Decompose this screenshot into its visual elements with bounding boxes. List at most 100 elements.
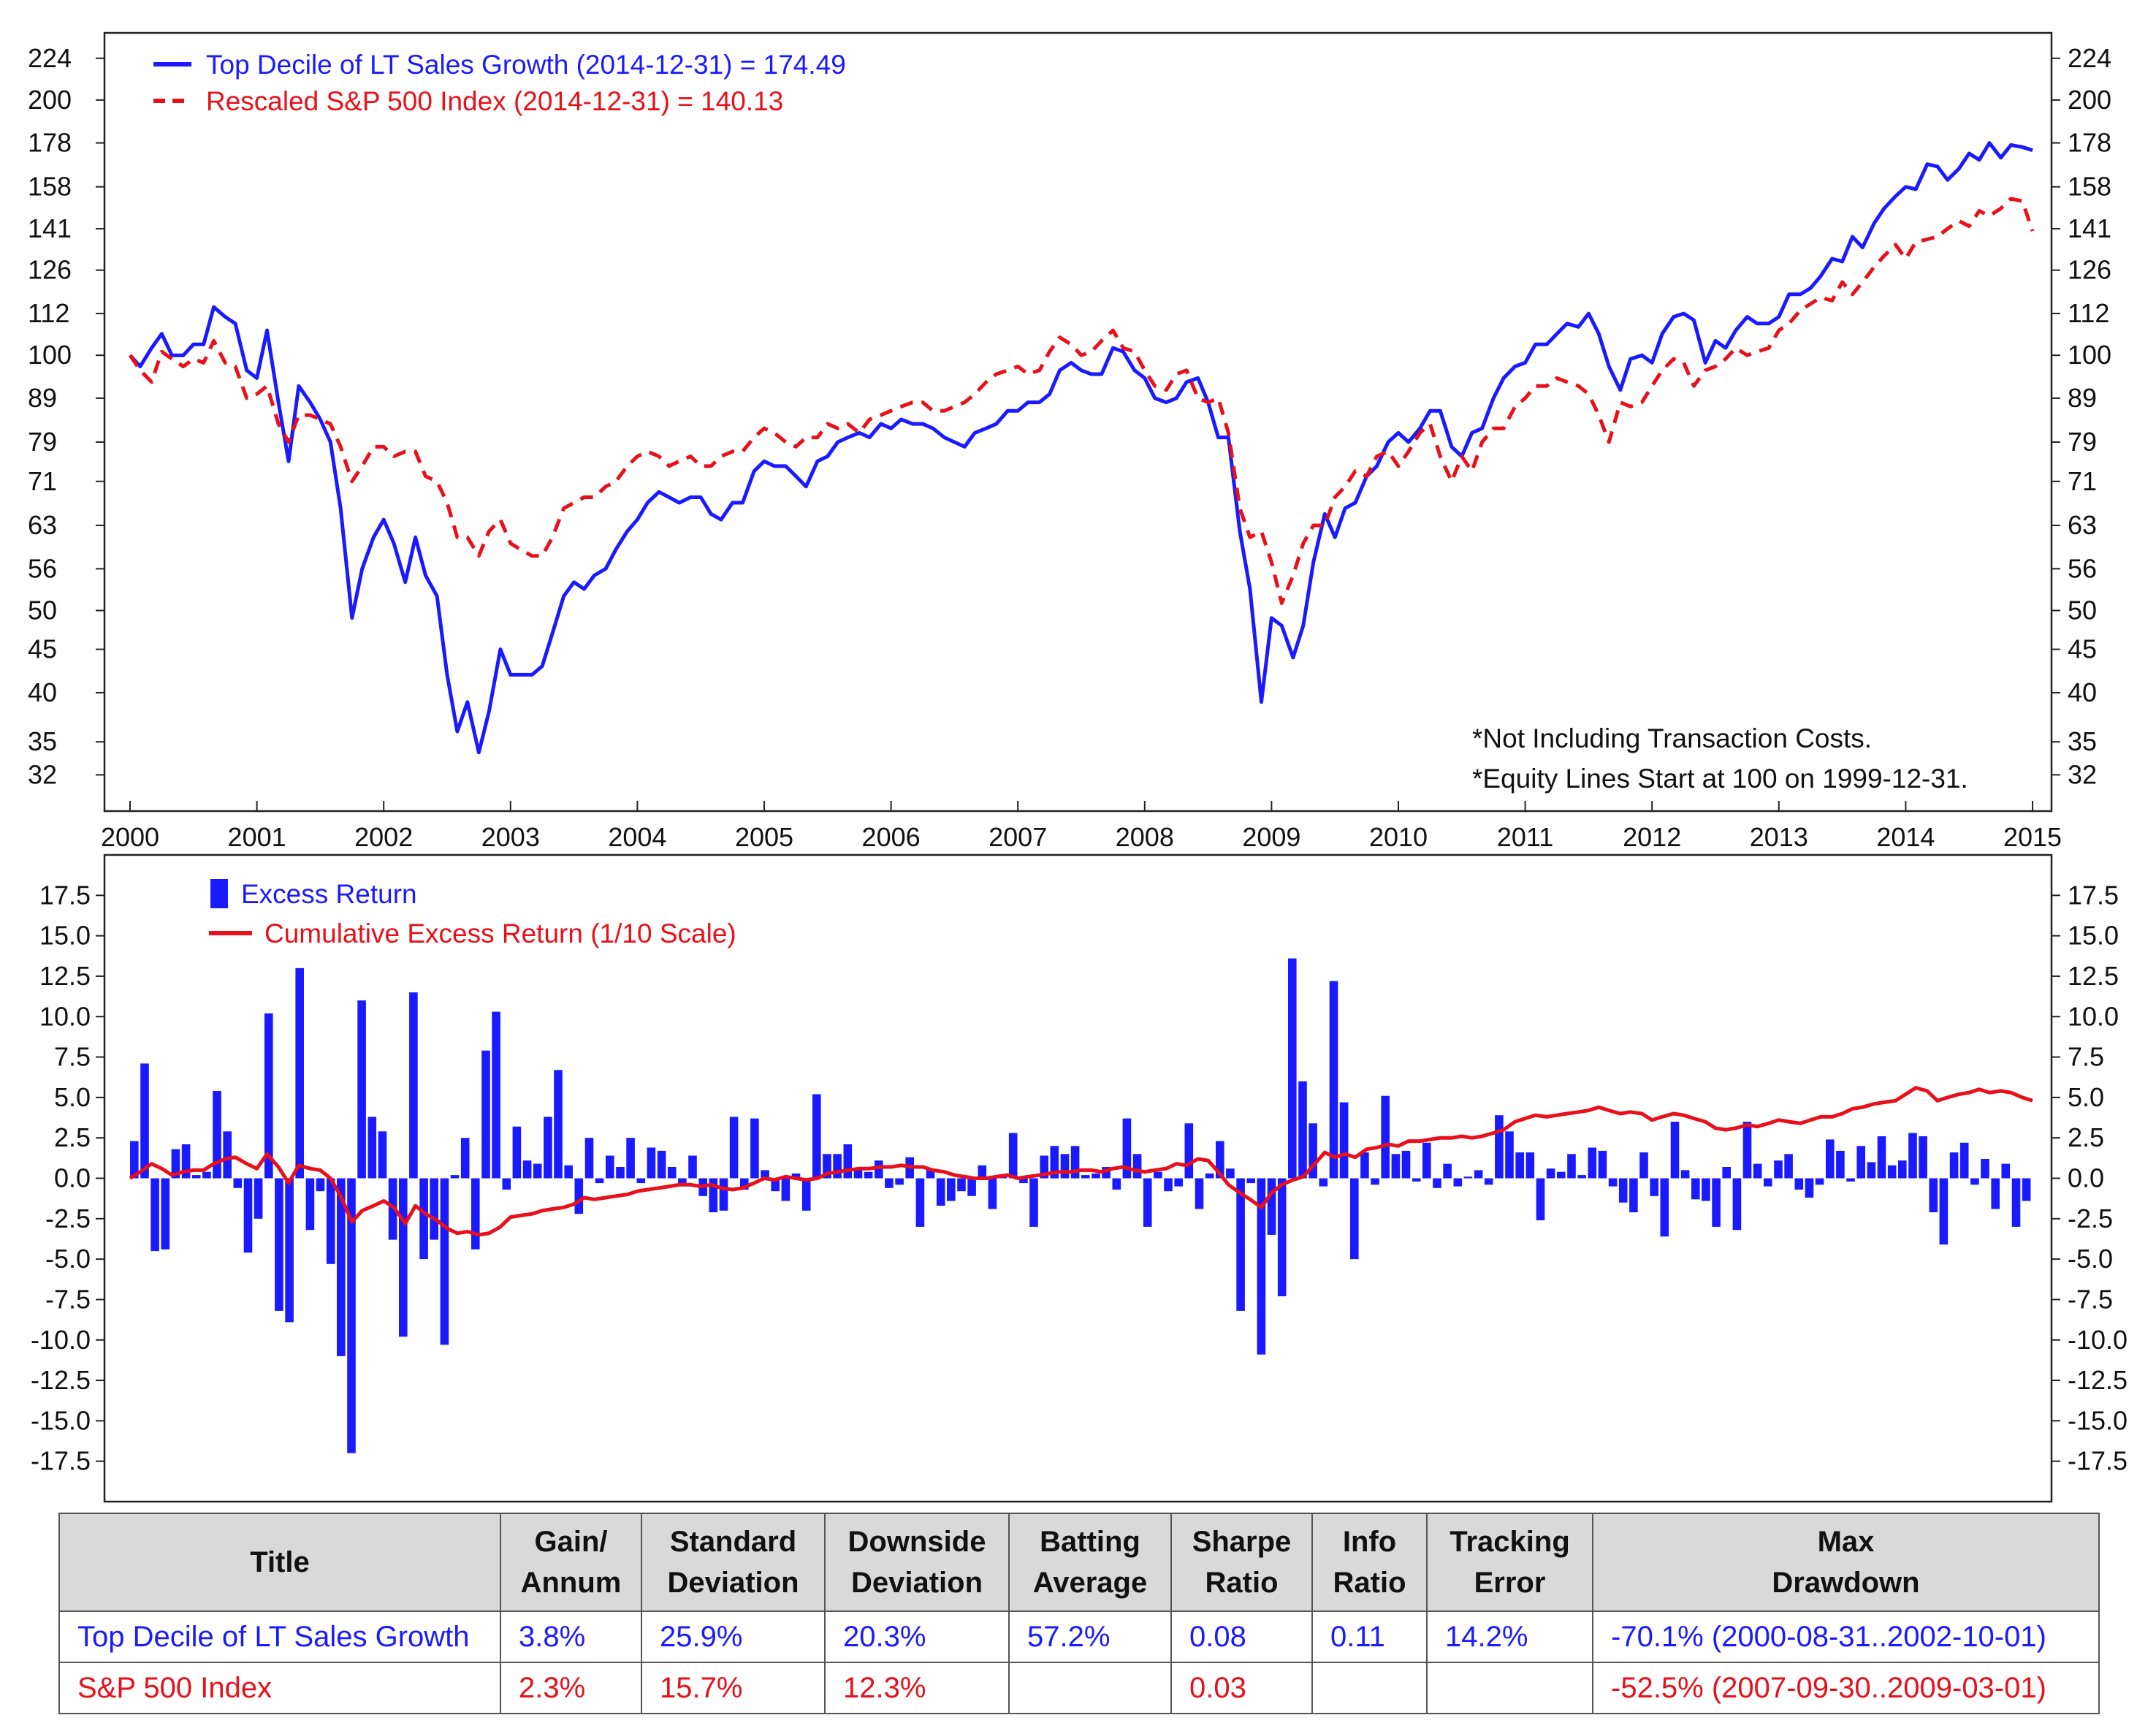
excess-return-bar: [1536, 1178, 1545, 1220]
table-header-row: Title Gain/Annum Standard Deviation Downs…: [58, 1513, 2100, 1612]
excess-return-bar: [1774, 1160, 1783, 1179]
top-legend: Top Decile of LT Sales Growth (2014-12-3…: [153, 50, 846, 116]
table-row: S&P 500 Index 2.3% 15.7% 12.3% 0.03 -52.…: [58, 1662, 2100, 1714]
y-tick-label: -12.5: [31, 1365, 91, 1395]
cumulative-excess-line: [129, 1086, 2033, 1237]
excess-return-bar: [1991, 1178, 2000, 1209]
note-transaction-costs: *Not Including Transaction Costs.: [1472, 723, 1872, 753]
y-tick-label: 10.0: [39, 1001, 91, 1031]
excess-return-bar: [1143, 1178, 1152, 1227]
y-tick-label: 35: [28, 726, 57, 756]
y-tick-label: 5.0: [54, 1082, 91, 1112]
excess-return-bar: [2022, 1178, 2031, 1201]
y-tick-label: 35: [2068, 726, 2097, 756]
excess-return-bar: [191, 1175, 201, 1179]
x-tick-label: 2012: [1623, 822, 1681, 852]
excess-return-bar: [1401, 1150, 1411, 1179]
y-tick-label: -15.0: [2068, 1405, 2128, 1435]
y-tick-label: 12.5: [39, 961, 91, 991]
excess-return-bar: [1898, 1160, 1907, 1179]
top-plot-frame: [103, 31, 2053, 813]
y-tick-label: 141: [2068, 213, 2111, 243]
excess-return-bar: [326, 1178, 335, 1264]
excess-return-bar: [512, 1126, 522, 1179]
y-tick-label: 15.0: [39, 921, 91, 951]
excess-return-bar: [1339, 1102, 1349, 1179]
sp500-dashed-line: [128, 197, 2035, 605]
excess-return-bar: [688, 1155, 697, 1179]
y-tick-label: 40: [28, 677, 57, 707]
excess-return-bar: [595, 1178, 604, 1184]
excess-return-bar: [1525, 1152, 1535, 1179]
excess-return-bar: [1008, 1133, 1018, 1179]
excess-return-bar: [1381, 1095, 1390, 1179]
header-batting-average: Batting Average: [1008, 1513, 1172, 1612]
excess-return-bar: [202, 1171, 211, 1179]
excess-return-bar: [533, 1163, 542, 1179]
excess-return-bar: [1970, 1178, 1979, 1185]
excess-return-bar: [1174, 1178, 1183, 1187]
excess-return-bar: [1092, 1173, 1100, 1179]
excess-return-bar: [1463, 1176, 1473, 1179]
cell-tracking-error: 14.2%: [1426, 1611, 1593, 1663]
excess-return-bar: [1102, 1167, 1111, 1179]
y-tick-label: -5.0: [2068, 1244, 2113, 1274]
excess-return-bar: [1702, 1178, 1710, 1201]
excess-return-bar: [885, 1178, 894, 1188]
legend-swatch-blue-bar: [210, 879, 228, 908]
excess-return-bar: [616, 1167, 625, 1179]
y-tick-label: 100: [2068, 340, 2111, 370]
excess-return-bar: [667, 1167, 677, 1179]
excess-return-bar: [926, 1170, 935, 1179]
excess-return-bar: [1360, 1152, 1369, 1179]
excess-return-bar: [1887, 1165, 1897, 1179]
excess-return-bar: [275, 1178, 283, 1311]
excess-return-bar: [388, 1178, 397, 1240]
y-tick-label: -7.5: [2068, 1284, 2113, 1314]
header-label: Standard: [669, 1526, 797, 1558]
cell-gain-annum: 2.3%: [500, 1662, 642, 1714]
y-tick-label: 32: [28, 759, 57, 789]
excess-return-bar: [1205, 1173, 1214, 1179]
y-tick-label: 40: [2068, 677, 2097, 707]
y-tick-label: 0.0: [54, 1163, 91, 1193]
legend-label-excess-return: Excess Return: [241, 879, 417, 909]
header-label: Deviation: [667, 1567, 799, 1599]
excess-return-bar: [399, 1178, 408, 1337]
x-tick-label: 2009: [1242, 822, 1300, 852]
excess-return-bar: [1433, 1178, 1441, 1188]
excess-return-bar: [574, 1178, 584, 1214]
y-tick-label: 224: [2068, 43, 2111, 73]
excess-return-bar: [233, 1178, 243, 1188]
y-tick-label: 50: [2068, 595, 2097, 625]
excess-return-bar: [1598, 1150, 1607, 1179]
excess-return-bar: [636, 1178, 646, 1184]
excess-return-bar: [1515, 1152, 1524, 1179]
excess-return-bar: [1608, 1178, 1618, 1187]
excess-return-bar: [481, 1050, 490, 1179]
y-tick-label: 2.5: [54, 1122, 91, 1152]
y-tick-label: -2.5: [45, 1203, 91, 1233]
bottom-y-axis: 17.5 17.5 15.0 15.0 12.5 12.5 10.0 10.0 7.5 7.5 5.…: [31, 880, 2128, 1475]
y-tick-label: 2.5: [2068, 1122, 2104, 1152]
header-label: Info: [1342, 1526, 1397, 1558]
excess-return-bar: [1753, 1163, 1762, 1179]
excess-return-bar: [761, 1170, 769, 1179]
excess-return-bar: [564, 1165, 573, 1179]
excess-return-bar: [1919, 1136, 1927, 1179]
y-tick-label: 15.0: [2068, 921, 2119, 951]
excess-return-bar: [1691, 1178, 1700, 1200]
header-label: Sharpe: [1192, 1526, 1292, 1558]
excess-return-bar: [1060, 1154, 1070, 1179]
cell-standard-deviation: 25.9%: [641, 1611, 826, 1663]
notes: *Not Including Transaction Costs. *Equit…: [1472, 723, 1968, 794]
excess-return-bar: [130, 1141, 139, 1179]
y-tick-label: -2.5: [2068, 1203, 2113, 1233]
excess-return-bar: [450, 1175, 460, 1179]
y-tick-label: 45: [2068, 634, 2097, 664]
x-tick-label: 2002: [354, 822, 413, 852]
excess-return-bar: [1081, 1175, 1090, 1179]
y-tick-label: 79: [28, 427, 57, 457]
x-tick-label: 2001: [228, 822, 286, 852]
excess-return-bar: [1484, 1178, 1493, 1185]
